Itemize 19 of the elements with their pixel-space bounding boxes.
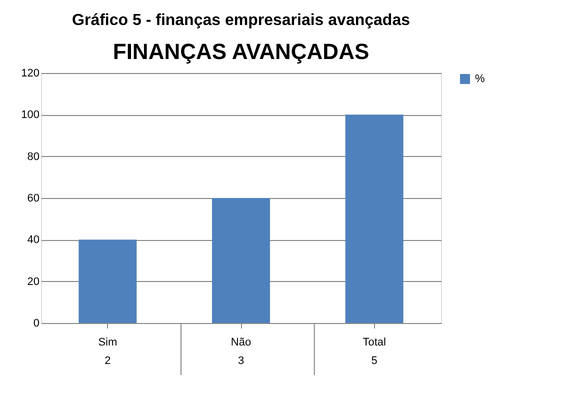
- bar: [345, 114, 404, 323]
- x-tick-label: Sim: [98, 336, 118, 348]
- y-tick-label: 40: [27, 234, 40, 246]
- y-tick-label: 20: [27, 276, 40, 288]
- x-tick-label: Não: [230, 336, 252, 348]
- y-tick-label: 100: [21, 109, 40, 122]
- y-tick-label: 120: [21, 68, 40, 80]
- text: 2: [104, 355, 111, 367]
- bar: [78, 240, 137, 323]
- text: 5: [371, 355, 378, 367]
- y-tick-label: 0: [33, 318, 40, 330]
- bar: [212, 198, 270, 323]
- y-tick-label: 80: [27, 150, 40, 163]
- legend-label: %: [475, 73, 485, 85]
- y-tick-label: 60: [27, 192, 40, 204]
- chart-title: Gráfico 5 - finanças empresariais avançadas: [72, 12, 410, 29]
- chart-subtitle: FINANÇAS AVANÇADAS: [112, 39, 370, 64]
- text: 3: [238, 355, 244, 367]
- x-tick-label: Total: [362, 336, 386, 348]
